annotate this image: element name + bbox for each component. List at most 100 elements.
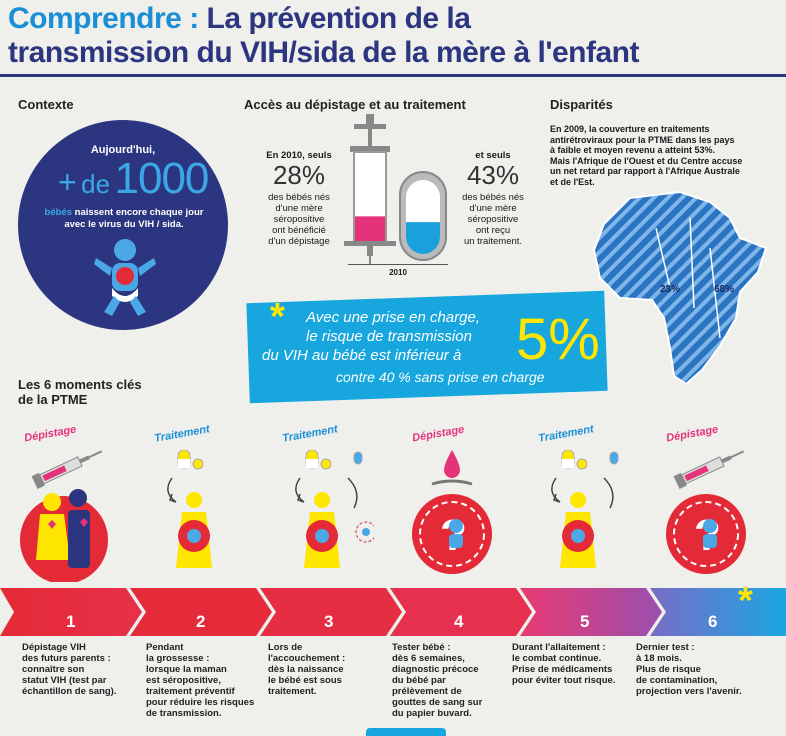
step-text-line: le bébé est sous	[268, 675, 342, 686]
step-text-line: prélèvement de	[392, 686, 462, 697]
acces-left-line: ont bénéficié	[272, 225, 326, 236]
title-main: La prévention de la	[206, 2, 471, 35]
step-text-line: du bébé par	[392, 675, 446, 686]
step-text-line: à 18 mois.	[636, 653, 682, 664]
acces-heading: Accès au dépistage et au traitement	[244, 97, 466, 112]
chevron-5	[520, 588, 662, 636]
step-text-line: dès la naissance	[268, 664, 344, 675]
step-text-line: du papier buvard.	[392, 708, 472, 719]
step-text-line: gouttes de sang sur	[392, 697, 483, 708]
step-number-6: 6	[708, 612, 718, 631]
chevron-4	[390, 588, 532, 636]
acces-left-line: des bébés nés	[268, 192, 330, 203]
acces-left-intro: En 2010, seuls	[266, 150, 332, 161]
contexte-stat: + de 1000	[58, 154, 210, 204]
step-text-line: pour éviter tout risque.	[512, 675, 616, 686]
step-text-5: Durant l'allaitement : le combat continue…	[512, 642, 640, 686]
step-text-line: Pendant	[146, 642, 184, 653]
chevron-6	[650, 588, 786, 636]
chevron-2	[130, 588, 272, 636]
moment-label-6: Dépistage	[665, 423, 720, 445]
acces-right-text: des bébés nés d'une mère séropositive ont r…	[448, 192, 538, 247]
disparites-line: En 2009, la couverture en traitements	[550, 124, 710, 134]
callout-line1: Avec une prise en charge,	[306, 309, 481, 326]
moments-heading-2: de la PTME	[18, 392, 88, 407]
syringe-fill	[355, 216, 385, 241]
contexte-de: de	[81, 169, 111, 199]
disparites-text: En 2009, la couverture en traitements ant…	[550, 124, 770, 187]
moment-label-3: Traitement	[281, 423, 339, 445]
treatment-scene-icon	[551, 450, 619, 568]
disparites-line: et de l'Est.	[550, 176, 595, 187]
step-number-2: 2	[196, 612, 206, 631]
step-text-3: Lors de l'accouchement : dès la naissance l…	[268, 642, 396, 697]
callout-line3: du VIH au bébé est inférieur à	[262, 347, 462, 364]
step-text-line: échantillon de sang).	[22, 686, 117, 697]
step-text-line: Lors de	[268, 642, 303, 653]
moment-label-1: Dépistage	[23, 423, 78, 445]
step-text-line: traitement.	[268, 686, 317, 697]
screening-scene-icon	[20, 450, 108, 582]
contexte-plus: +	[58, 164, 77, 200]
step-number-4: 4	[454, 612, 464, 631]
acces-left-line: séropositive	[273, 214, 325, 225]
title-prefix: Comprendre :	[8, 2, 199, 35]
step-text-line: Tester bébé :	[392, 642, 451, 653]
chevron-1	[0, 588, 142, 636]
moment-label-4: Dépistage	[411, 423, 466, 445]
step-text-line: le combat continue.	[512, 653, 602, 664]
east-pct: 68%	[714, 284, 734, 295]
acces-left-line: d'un dépistage	[268, 236, 330, 247]
title-divider	[0, 74, 786, 77]
syringe-icon	[344, 114, 396, 264]
acces-left-line: d'une mère	[275, 203, 323, 214]
step-text-line: Plus de risque	[636, 664, 701, 675]
contexte-circle	[18, 120, 228, 330]
callout-big: 5%	[516, 307, 600, 372]
step-text-6: Dernier test :à 18 mois. Plus de risque de…	[636, 642, 764, 697]
callout-line4: contre 40 % sans prise en charge	[336, 369, 545, 385]
step-text-line: statut VIH (test par	[22, 675, 107, 686]
capsule-icon	[399, 171, 447, 261]
step-number-3: 3	[324, 612, 334, 631]
callout-star: *	[270, 296, 285, 338]
step-text-1: Dépistage VIH des futurs parents : connaît…	[22, 642, 150, 697]
step-text-4: Tester bébé : dès 6 semaines, diagnostic p…	[392, 642, 520, 719]
contexte-heading: Contexte	[18, 97, 74, 112]
chevron-3	[260, 588, 402, 636]
step-text-line: l'accouchement :	[268, 653, 346, 664]
timeline	[0, 588, 786, 636]
callout-line2: le risque de transmission	[306, 328, 472, 345]
disparites-heading: Disparités	[550, 97, 613, 112]
step-text-line: connaître son	[22, 664, 85, 675]
step-text-line: Dernier test :	[636, 642, 695, 653]
moments-heading-1: Les 6 moments clés	[18, 377, 142, 392]
west-pct: 23%	[660, 284, 680, 295]
disparites-line: antirétroviraux pour la PTME dans les pa…	[550, 134, 735, 145]
step-text-line: lorsque la maman	[146, 664, 227, 675]
acces-right-line: d'une mère	[469, 203, 517, 214]
step-text-line: traitement préventif	[146, 686, 235, 697]
step-text-line: Dépistage VIH	[22, 642, 86, 653]
treatment-scene-icon	[167, 450, 212, 568]
disparites-line: Mais l'Afrique de l'Ouest et du Centre a…	[550, 155, 743, 166]
step-text-line: diagnostic précoce	[392, 664, 479, 675]
screening-scene-icon: ?	[666, 450, 746, 574]
step-text-line: la grossesse :	[146, 653, 210, 664]
africa-map: 23% 68%	[592, 190, 768, 386]
timeline-star: *	[738, 580, 753, 622]
disparites-line: à faible et moyen revenu a atteint 53%.	[550, 145, 716, 155]
step-text-line: Durant l'allaitement :	[512, 642, 606, 653]
step-text-line: pour réduire les risques	[146, 697, 255, 708]
contexte-number: 1000	[114, 154, 210, 203]
acces-left-text: des bébés nés d'une mère séropositive ont b…	[250, 192, 348, 247]
disparites-line: un net retard par rapport à l'Afrique Au…	[550, 166, 740, 176]
step-number-1: 1	[66, 612, 76, 631]
step-text-line: projection vers l'avenir.	[636, 686, 742, 697]
contexte-line2: avec le virus du VIH / sida.	[64, 219, 184, 230]
moment-label-2: Traitement	[153, 423, 211, 445]
step-text-2: Pendant la grossesse : lorsque la maman est…	[146, 642, 274, 719]
bottom-tab	[366, 728, 446, 736]
screening-scene-icon: ?	[412, 450, 492, 574]
treatment-scene-icon	[295, 450, 374, 568]
